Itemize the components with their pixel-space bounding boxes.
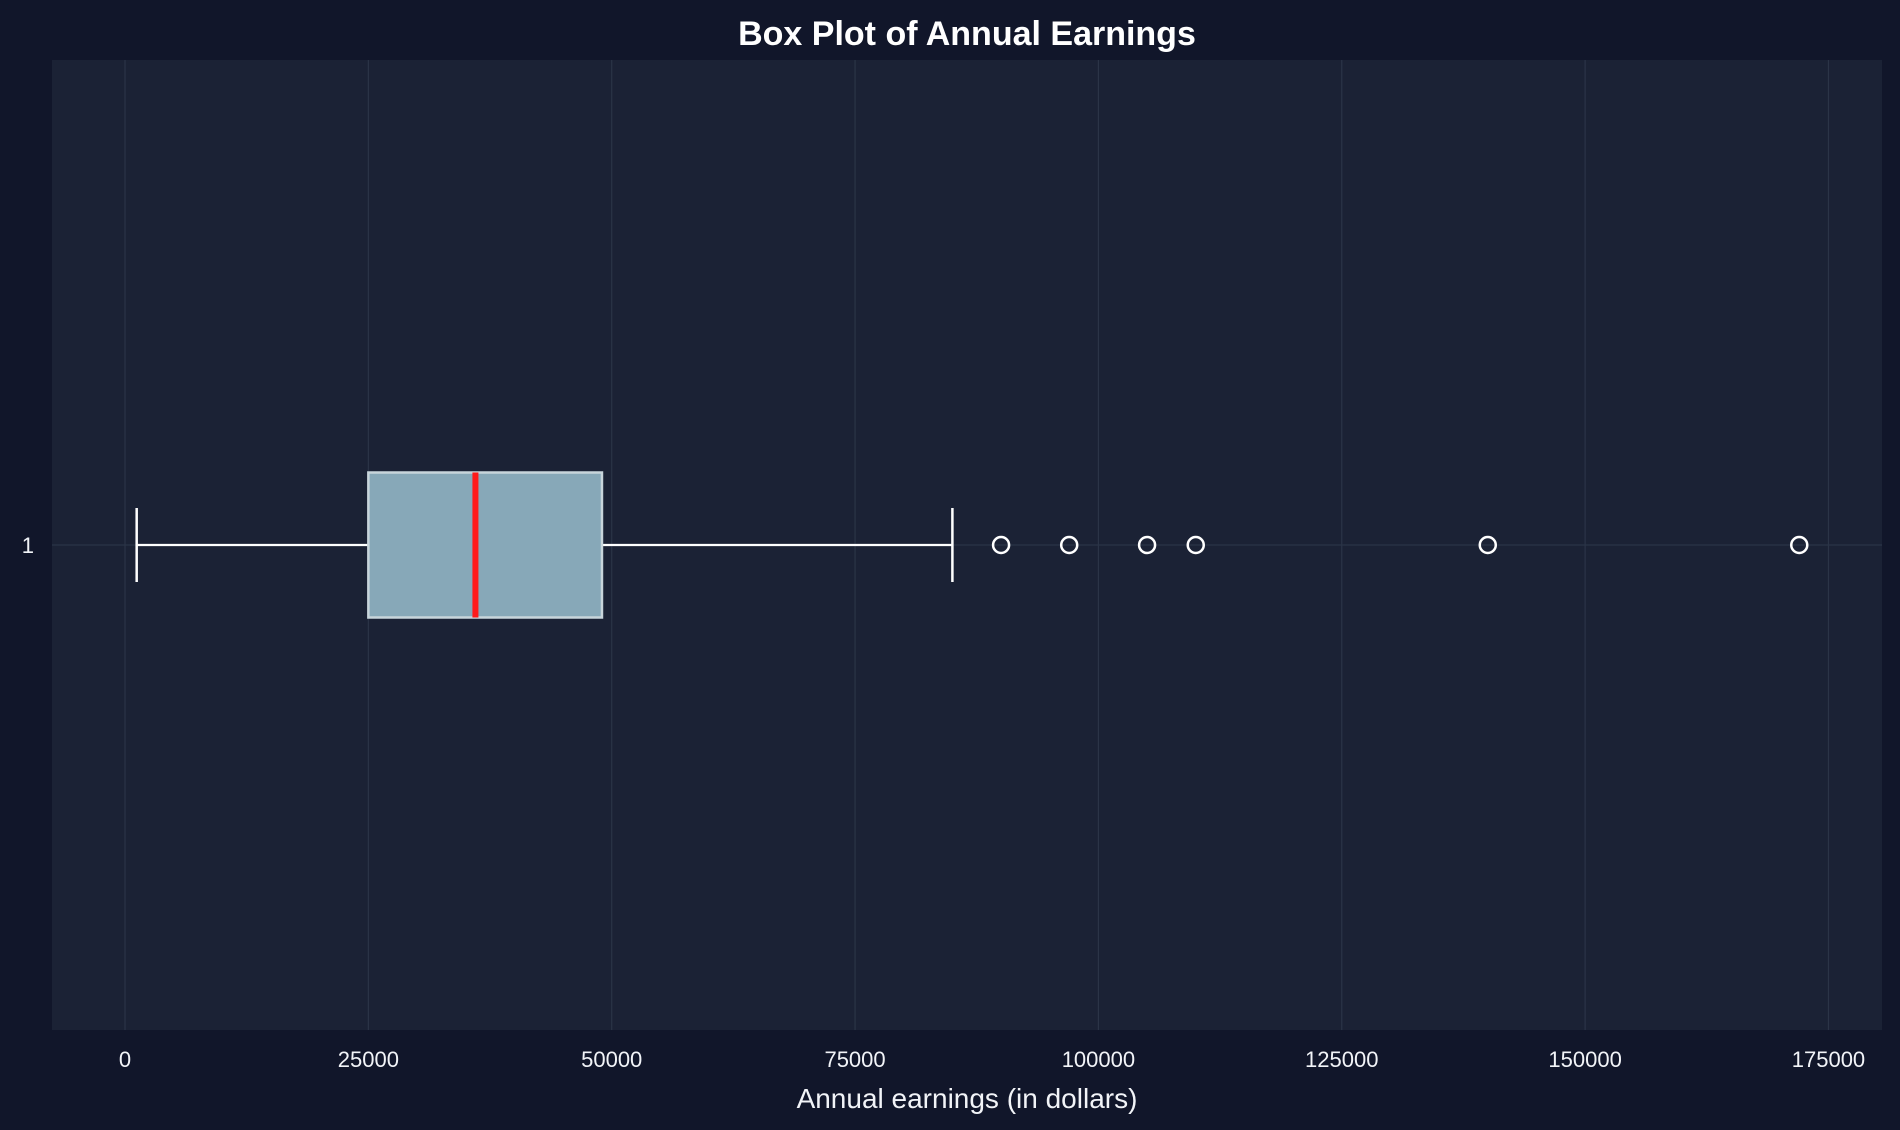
outlier-point — [1186, 535, 1205, 555]
y-tick-label: 1 — [22, 533, 34, 558]
x-tick-label: 100000 — [1062, 1047, 1135, 1072]
outlier-point — [1137, 535, 1157, 555]
x-tick-label: 0 — [119, 1047, 131, 1072]
x-tick-label: 25000 — [338, 1047, 399, 1072]
iqr-box — [367, 471, 604, 619]
x-tick-label: 150000 — [1548, 1047, 1621, 1072]
x-tick-label: 175000 — [1792, 1047, 1865, 1072]
outlier-point — [1059, 535, 1079, 555]
x-tick-label: 125000 — [1305, 1047, 1378, 1072]
outlier-point — [1478, 535, 1498, 555]
outlier-point — [1790, 535, 1809, 555]
x-tick-labels: 0 25000 50000 75000 100000 125000 150000 175000… — [22, 533, 1865, 1072]
chart-title: Box Plot of Annual Earnings — [738, 15, 1196, 53]
outlier-point — [991, 535, 1011, 555]
x-tick-label: 75000 — [824, 1047, 885, 1072]
x-tick-label: 50000 — [581, 1047, 642, 1072]
x-axis-label: Annual earnings (in dollars) — [797, 1083, 1138, 1114]
box-group — [135, 471, 1809, 619]
